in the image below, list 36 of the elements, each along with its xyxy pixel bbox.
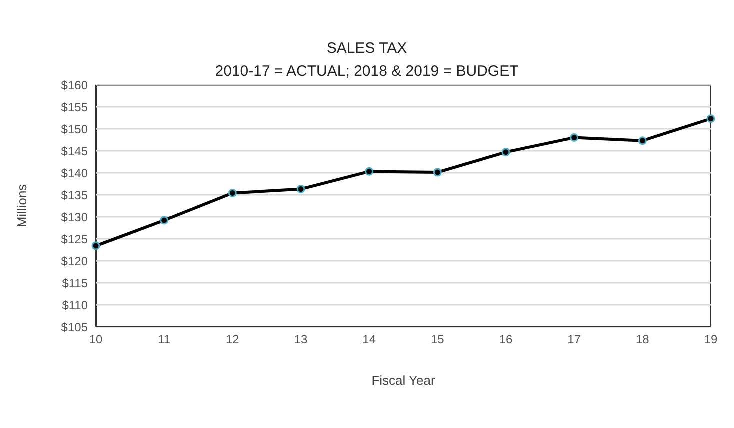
x-tick-label: 11 — [158, 332, 171, 347]
x-tick-label: 15 — [430, 332, 445, 347]
x-tick-label: 19 — [704, 332, 718, 347]
point — [228, 188, 237, 198]
y-tick-label: $130 — [61, 210, 88, 224]
y-axis-title: Millions — [14, 184, 30, 228]
x-axis-title: Fiscal Year — [370, 373, 436, 388]
x-tick-label: 10 — [89, 332, 103, 347]
point — [433, 168, 442, 177]
point — [638, 136, 647, 146]
x-tick-label: 13 — [294, 332, 308, 347]
x-tick-label: 12 — [226, 332, 240, 347]
y-tick-label: $125 — [61, 232, 88, 246]
x-tick-label: 18 — [636, 332, 650, 347]
y-tick-label: $160 — [61, 78, 88, 92]
x-tick-label: 17 — [568, 332, 582, 347]
x-tick-label: 16 — [499, 332, 513, 347]
y-tick-label: $115 — [62, 276, 88, 290]
point — [365, 167, 374, 176]
point — [296, 185, 306, 194]
chart-title: SALES TAX — [326, 40, 408, 57]
chart-subtitle: 2010-17 = ACTUAL; 2018 & 2019 = BUDGET — [214, 63, 520, 80]
y-tick-label: $105 — [61, 320, 88, 334]
y-tick-label: $140 — [61, 166, 88, 180]
y-tick-label: $150 — [61, 122, 88, 136]
point — [160, 216, 169, 225]
y-tick-label: $145 — [61, 144, 88, 158]
y-tick-label: $155 — [61, 100, 88, 114]
y-tick-label: $135 — [61, 188, 88, 202]
point — [706, 114, 716, 124]
point — [502, 148, 510, 157]
x-tick-label: 14 — [362, 332, 376, 347]
point — [92, 242, 100, 250]
y-tick-label: $110 — [62, 298, 88, 312]
y-tick-label: $120 — [61, 254, 88, 268]
point — [570, 134, 579, 142]
